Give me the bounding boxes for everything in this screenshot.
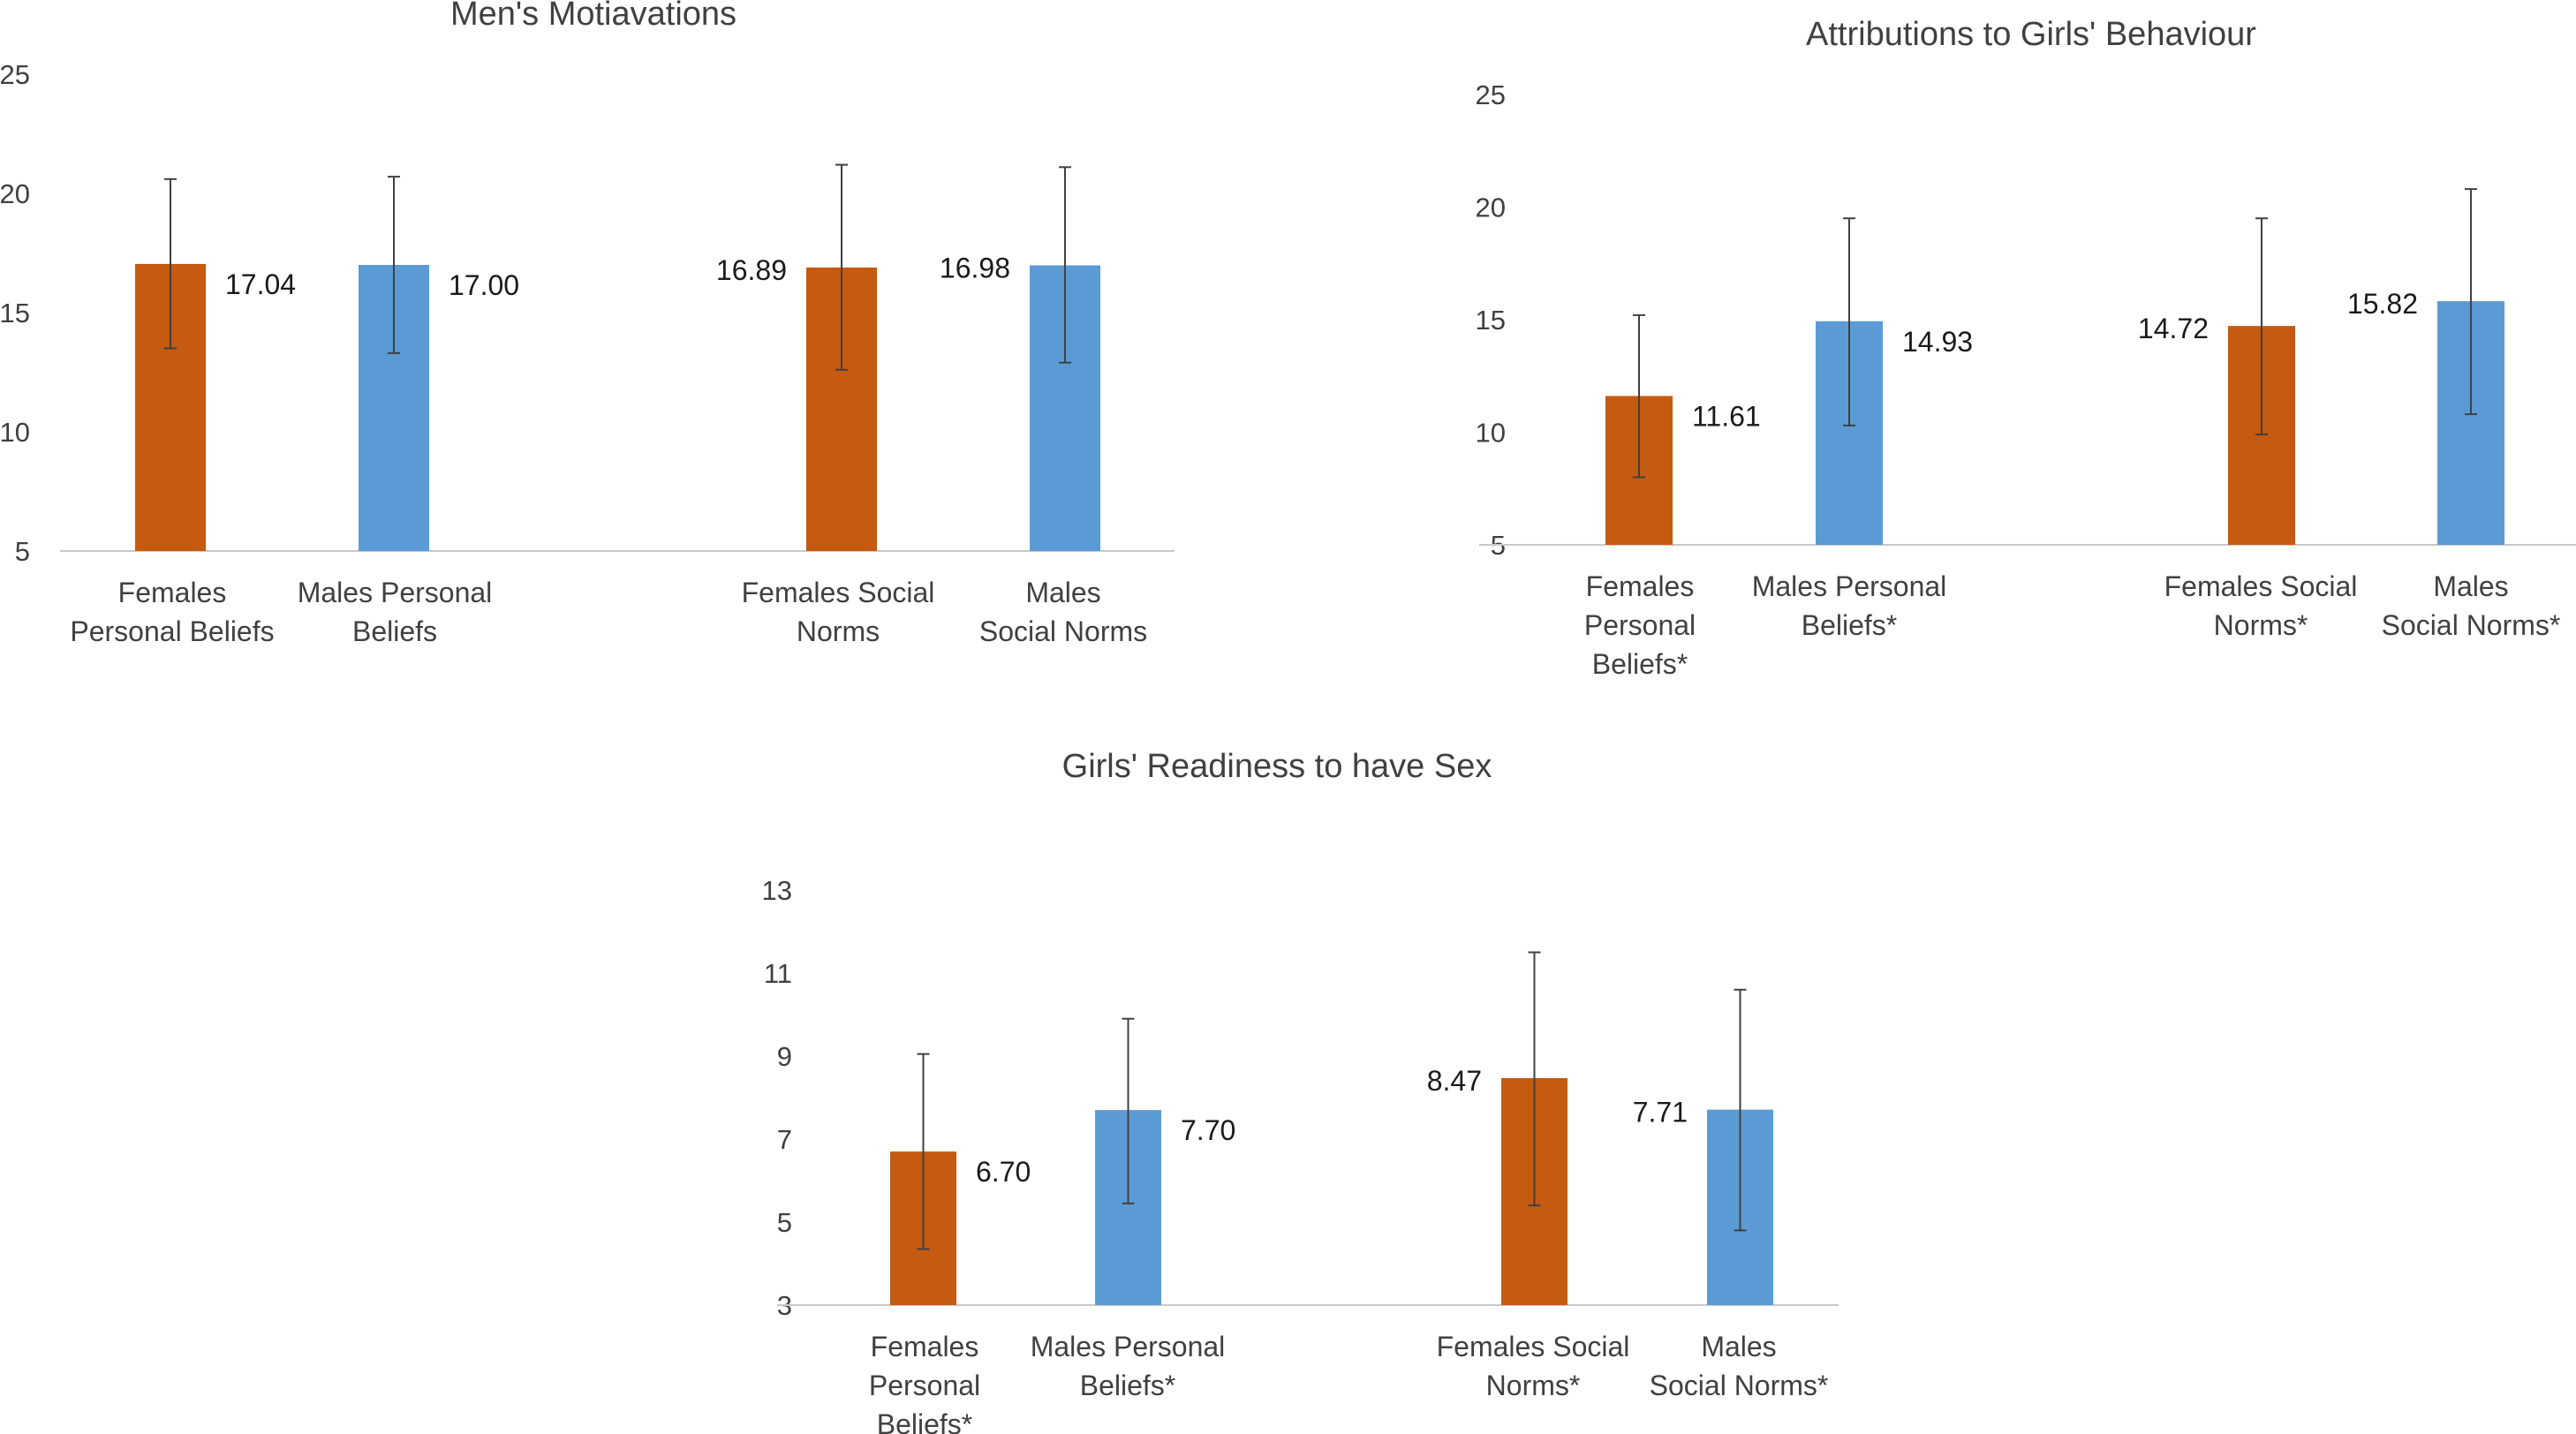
y-tick-label: 9: [777, 1041, 792, 1072]
category-label: Males Personal: [1752, 570, 1947, 602]
category-label: Females: [1586, 570, 1695, 602]
category-label: Males: [1701, 1331, 1776, 1362]
y-tick-label: 25: [0, 59, 30, 90]
category-label: Personal Beliefs: [70, 615, 274, 647]
y-tick-label: 10: [0, 417, 30, 448]
y-tick-label: 25: [1476, 79, 1506, 110]
chart-attributions-girls-behaviour: Attributions to Girls' Behaviour 5101520…: [1476, 16, 2576, 680]
category-label: Beliefs*: [1802, 609, 1898, 641]
data-label: 17.04: [225, 268, 296, 300]
y-tick-label: 11: [764, 958, 792, 989]
category-label: Females: [118, 577, 227, 608]
chart-title: Men's Motiavations: [450, 0, 737, 33]
data-label: 6.70: [976, 1156, 1031, 1188]
category-label: Males: [2433, 570, 2508, 602]
data-label: 16.89: [716, 254, 787, 286]
chart-title: Attributions to Girls' Behaviour: [1806, 16, 2256, 53]
y-tick-label: 15: [0, 298, 30, 328]
category-label: Beliefs*: [1592, 648, 1688, 680]
category-label: Social Norms: [979, 615, 1147, 647]
category-label: Beliefs*: [1080, 1370, 1176, 1401]
category-label: Beliefs*: [877, 1408, 973, 1434]
category-label: Norms*: [2214, 609, 2308, 641]
y-tick-label: 10: [1476, 418, 1506, 449]
data-label: 14.72: [2138, 313, 2209, 344]
plot-area: 51015202511.61FemalesPersonalBeliefs*14.…: [1476, 79, 2576, 680]
y-tick-label: 5: [777, 1207, 792, 1238]
chart-mens-motivations: Men's Motiavations 5 10 15 20 25 17.04 Females…: [0, 0, 1175, 647]
y-tick-label: 13: [762, 875, 792, 906]
data-label: 8.47: [1427, 1065, 1482, 1097]
y-tick-label: 20: [0, 178, 30, 209]
data-label: 16.98: [940, 253, 1010, 284]
data-label: 14.93: [1902, 326, 1973, 358]
data-label: 15.82: [2347, 288, 2418, 320]
plot-area: 5 10 15 20 25 17.04 Females Personal Beliefs 17.…: [0, 59, 1175, 647]
data-label: 7.70: [1181, 1114, 1235, 1146]
category-label: Males: [1025, 577, 1100, 608]
data-label: 7.71: [1633, 1097, 1688, 1128]
data-label: 11.61: [1692, 400, 1761, 432]
category-label: Females Social: [2164, 570, 2358, 602]
category-label: Females: [871, 1331, 979, 1362]
category-label: Personal: [869, 1370, 980, 1401]
category-label: Social Norms*: [1650, 1370, 1829, 1401]
category-label: Beliefs: [352, 615, 437, 647]
category-label: Females Social: [742, 577, 935, 608]
plot-area: 357911136.70FemalesPersonalBeliefs*7.70M…: [762, 875, 1839, 1434]
y-tick-label: 5: [15, 536, 30, 567]
chart-title: Girls' Readiness to have Sex: [1062, 748, 1492, 785]
category-label: Females Social: [1437, 1331, 1630, 1362]
category-label: Norms*: [1486, 1370, 1581, 1401]
chart-girls-readiness: Girls' Readiness to have Sex 357911136.7…: [762, 748, 1839, 1434]
category-label: Males Personal: [298, 577, 493, 608]
category-label: Social Norms*: [2382, 609, 2561, 641]
category-label: Personal: [1584, 609, 1696, 641]
y-tick-label: 15: [1476, 305, 1506, 336]
category-label: Males Personal: [1031, 1331, 1226, 1362]
y-tick-label: 7: [777, 1124, 792, 1155]
data-label: 17.00: [449, 269, 519, 301]
y-tick-label: 20: [1476, 192, 1506, 223]
category-label: Norms: [797, 615, 880, 647]
